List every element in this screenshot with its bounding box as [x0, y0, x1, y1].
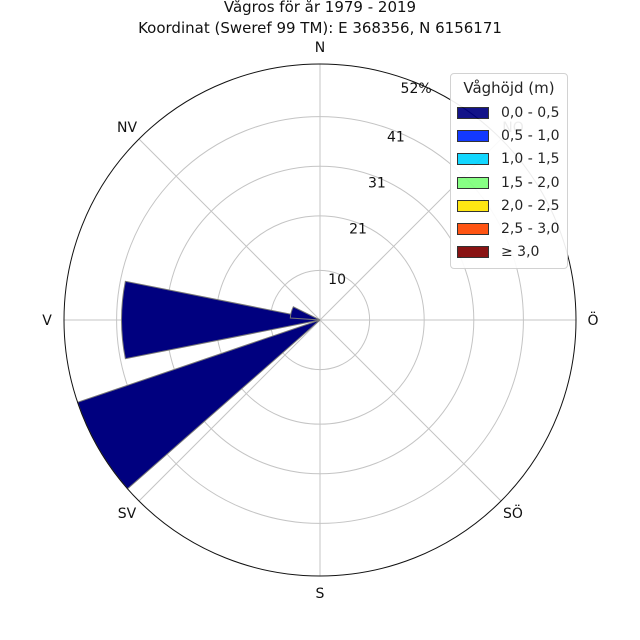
- legend-label: 1,5 - 2,0: [501, 174, 560, 191]
- rose-sector-285: [289, 306, 321, 321]
- legend-label: 0,5 - 1,0: [501, 127, 560, 144]
- grid-spoke: [138, 138, 321, 321]
- radial-tick-label: 10: [328, 272, 346, 288]
- radial-tick-label: 21: [349, 221, 367, 237]
- direction-label: SÖ: [503, 504, 523, 522]
- legend-item: 2,5 - 3,0: [451, 217, 567, 240]
- outer-ring: [63, 63, 577, 577]
- rose-sector-270: [121, 280, 321, 360]
- grid-layer: [64, 64, 576, 576]
- legend-label: 2,0 - 2,5: [501, 197, 560, 214]
- chart-title: Vågros för år 1979 - 2019: [223, 0, 417, 16]
- direction-label: S: [316, 586, 325, 602]
- legend-swatch: [457, 223, 489, 236]
- bar-layer: [76, 280, 321, 490]
- legend: Våghöjd (m) 0,0 - 0,5 0,5 - 1,0 1,0 - 1,5 1…: [450, 73, 568, 269]
- legend-swatch: [457, 106, 489, 119]
- radial-tick-label: 41: [387, 130, 405, 146]
- legend-item: 1,5 - 2,0: [451, 171, 567, 194]
- legend-item: 1,0 - 1,5: [451, 148, 567, 171]
- direction-label: NV: [117, 120, 137, 136]
- legend-swatch: [457, 153, 489, 166]
- legend-item: 2,0 - 2,5: [451, 194, 567, 217]
- legend-item: ≥ 3,0: [451, 241, 567, 264]
- legend-swatch: [457, 176, 489, 189]
- legend-item: 0,5 - 1,0: [451, 124, 567, 147]
- legend-label: 1,0 - 1,5: [501, 151, 560, 168]
- direction-label: SV: [118, 506, 137, 522]
- legend-label: 2,5 - 3,0: [501, 221, 560, 238]
- grid-spoke: [319, 319, 502, 502]
- direction-label: N: [315, 40, 325, 56]
- chart-subtitle: Koordinat (Sweref 99 TM): E 368356, N 61…: [138, 19, 502, 37]
- legend-title: Våghöjd (m): [463, 79, 555, 97]
- legend-label: ≥ 3,0: [501, 244, 540, 261]
- direction-label: V: [42, 313, 52, 329]
- grid-spoke: [138, 319, 321, 502]
- radial-tick-label: 31: [368, 176, 386, 192]
- legend-item: 0,0 - 0,5: [451, 101, 567, 124]
- legend-swatch: [457, 199, 489, 212]
- legend-label: 0,0 - 0,5: [501, 104, 560, 121]
- rose-sector-240: [76, 319, 321, 490]
- legend-swatch: [457, 129, 489, 142]
- direction-label: Ö: [587, 311, 598, 329]
- radial-tick-label: 52%: [401, 81, 432, 97]
- legend-swatch: [457, 246, 489, 259]
- legend-rows: 0,0 - 0,5 0,5 - 1,0 1,0 - 1,5 1,5 - 2,0 2,0 …: [451, 101, 567, 264]
